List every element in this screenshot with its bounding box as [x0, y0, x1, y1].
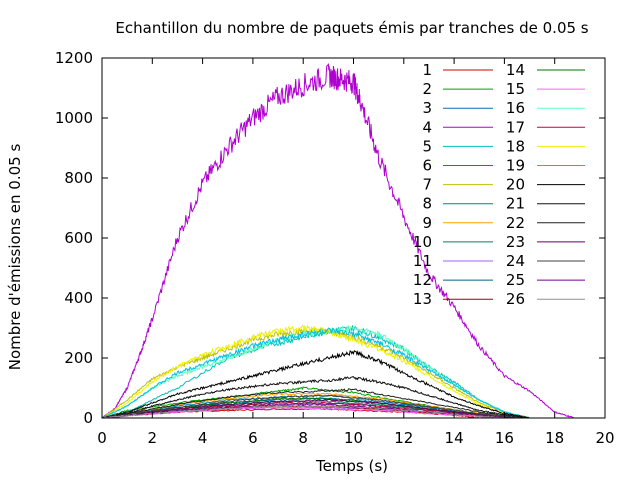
series-layer [101, 63, 575, 419]
legend-label-9: 9 [422, 214, 432, 232]
series-line-19 [101, 327, 530, 419]
y-tick-label: 1200 [55, 49, 93, 67]
y-tick-label: 400 [64, 289, 93, 307]
x-tick-label: 10 [344, 429, 363, 447]
series-line-4 [101, 63, 575, 419]
series-line-18 [101, 324, 530, 419]
legend-label-18: 18 [506, 137, 525, 155]
x-tick-label: 0 [97, 429, 107, 447]
x-tick-label: 18 [545, 429, 564, 447]
x-tick-label: 2 [148, 429, 158, 447]
x-axis-label: Temps (s) [315, 457, 388, 475]
y-tick-label: 200 [64, 349, 93, 367]
legend-label-20: 20 [506, 176, 525, 194]
legend-label-7: 7 [422, 176, 432, 194]
legend-label-14: 14 [506, 61, 525, 79]
legend-label-21: 21 [506, 195, 525, 213]
x-tick-label: 20 [595, 429, 614, 447]
y-tick-label: 800 [64, 169, 93, 187]
y-tick-label: 0 [83, 409, 93, 427]
x-tick-label: 6 [248, 429, 258, 447]
y-axis-label: Nombre d'émissions en 0.05 s [6, 144, 24, 371]
legend-label-13: 13 [413, 290, 432, 308]
legend-label-25: 25 [506, 271, 525, 289]
x-tick-label: 12 [394, 429, 413, 447]
legend-label-17: 17 [506, 118, 525, 136]
legend-label-12: 12 [413, 271, 432, 289]
x-tick-label: 8 [298, 429, 308, 447]
chart-title: Echantillon du nombre de paquets émis pa… [115, 19, 588, 37]
legend: 1234567891011121314151617181920212223242… [413, 61, 585, 308]
x-tick-label: 16 [495, 429, 514, 447]
legend-label-23: 23 [506, 233, 525, 251]
y-tick-label: 600 [64, 229, 93, 247]
series-line-24 [101, 394, 517, 419]
legend-label-2: 2 [422, 80, 432, 98]
legend-label-19: 19 [506, 157, 525, 175]
series-line-5 [101, 325, 530, 419]
legend-label-15: 15 [506, 80, 525, 98]
legend-label-22: 22 [506, 214, 525, 232]
legend-label-6: 6 [422, 157, 432, 175]
legend-label-24: 24 [506, 252, 525, 270]
series-line-22 [102, 388, 517, 419]
legend-label-26: 26 [506, 290, 525, 308]
series-line-23 [101, 399, 518, 419]
y-tick-label: 1000 [55, 109, 93, 127]
series-line-21 [102, 376, 530, 419]
series-line-20 [101, 349, 530, 419]
x-tick-label: 4 [198, 429, 208, 447]
legend-label-10: 10 [413, 233, 432, 251]
plot-frame [101, 57, 606, 419]
legend-label-5: 5 [422, 137, 432, 155]
legend-label-3: 3 [422, 99, 432, 117]
legend-label-11: 11 [413, 252, 432, 270]
legend-label-4: 4 [422, 118, 432, 136]
legend-label-8: 8 [422, 195, 432, 213]
legend-label-1: 1 [422, 61, 432, 79]
legend-label-16: 16 [506, 99, 525, 117]
x-tick-label: 14 [445, 429, 464, 447]
